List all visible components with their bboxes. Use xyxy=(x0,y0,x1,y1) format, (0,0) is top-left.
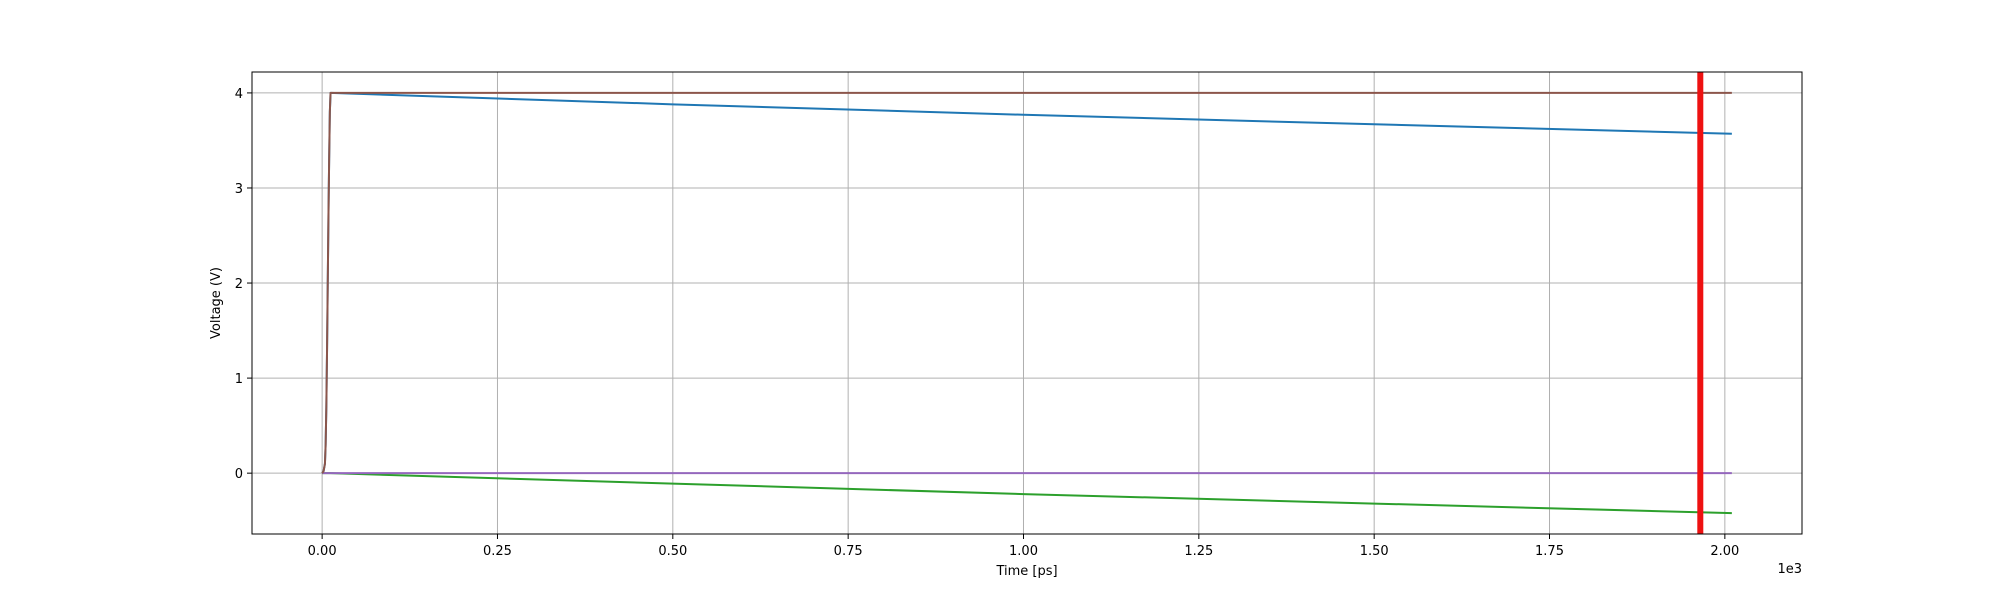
series-layer xyxy=(321,91,1732,515)
y-tick-label: 0 xyxy=(235,467,243,482)
grid xyxy=(252,72,1802,534)
series-line-2 xyxy=(322,472,1732,515)
y-tick-label: 4 xyxy=(235,87,243,102)
x-tick-label: 2.00 xyxy=(1710,544,1739,559)
x-axis-offset-label: 1e3 xyxy=(1777,562,1802,577)
x-tick-label: 1.00 xyxy=(1009,544,1038,559)
x-axis-label: Time [ps] xyxy=(995,564,1057,579)
series-line-4 xyxy=(321,91,1732,474)
x-tick-label: 0.00 xyxy=(308,544,337,559)
ticks: 0.00 0.25 0.50 0.75 1.00 1.25 1.50 1.75 2.00 0 1 2 3… xyxy=(235,87,1740,559)
x-tick-label: 0.50 xyxy=(658,544,687,559)
x-tick-label: 1.25 xyxy=(1184,544,1213,559)
x-tick-label: 1.50 xyxy=(1360,544,1389,559)
x-tick-label: 0.75 xyxy=(834,544,863,559)
y-axis-label: Voltage (V) xyxy=(209,267,224,339)
x-tick-label: 0.25 xyxy=(483,544,512,559)
x-tick-label: 1.75 xyxy=(1535,544,1564,559)
y-tick-label: 2 xyxy=(235,277,243,292)
y-tick-label: 1 xyxy=(235,372,243,387)
y-tick-label: 3 xyxy=(235,182,243,197)
plot-frame xyxy=(251,71,1803,535)
